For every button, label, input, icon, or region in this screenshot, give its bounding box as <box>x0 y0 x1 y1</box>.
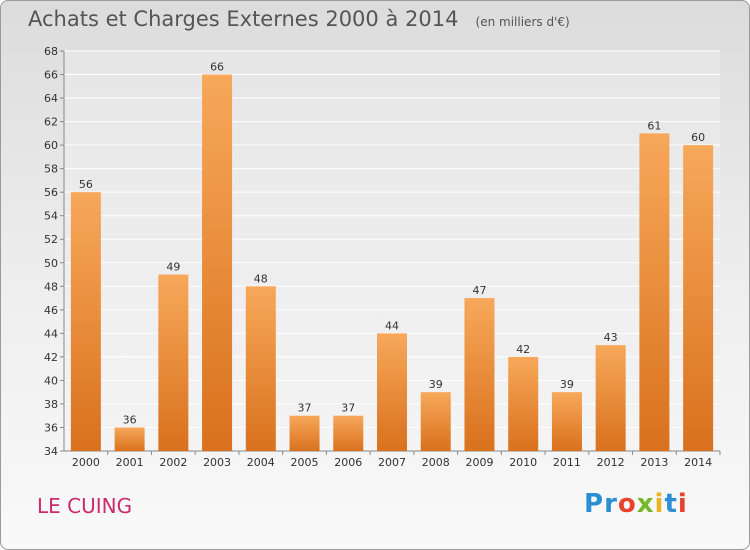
bar-value-label: 47 <box>472 284 486 297</box>
bar-value-label: 37 <box>298 402 312 415</box>
y-tick-label: 40 <box>44 374 58 387</box>
y-tick-label: 68 <box>44 45 58 58</box>
bar <box>245 286 276 451</box>
bar <box>70 192 101 452</box>
bar <box>202 74 233 451</box>
bar <box>289 415 320 451</box>
proxiti-logo: Proxiti <box>584 489 688 519</box>
y-tick-label: 48 <box>44 280 58 293</box>
bar <box>595 345 626 451</box>
y-tick-label: 56 <box>44 186 58 199</box>
y-tick-label: 42 <box>44 351 58 364</box>
bar-value-label: 39 <box>560 378 574 391</box>
x-tick-label: 2006 <box>334 456 362 469</box>
y-tick-label: 58 <box>44 163 58 176</box>
logo-letter: r <box>604 489 618 519</box>
bar-value-label: 36 <box>123 413 137 426</box>
x-tick-label: 2009 <box>465 456 493 469</box>
y-tick-label: 54 <box>44 210 58 223</box>
bar-value-label: 49 <box>166 261 180 274</box>
y-tick-label: 64 <box>44 92 58 105</box>
bar-value-label: 43 <box>604 331 618 344</box>
chart-unit: (en milliers d'€) <box>475 15 570 29</box>
x-tick-label: 2007 <box>378 456 406 469</box>
x-tick-label: 2003 <box>203 456 231 469</box>
x-tick-label: 2008 <box>422 456 450 469</box>
logo-letter: i <box>654 489 665 519</box>
logo-letter: P <box>584 489 605 519</box>
logo-letter: t <box>664 489 678 519</box>
bar <box>639 133 670 451</box>
bar <box>377 333 407 451</box>
y-tick-label: 66 <box>44 69 58 82</box>
x-tick-label: 2013 <box>640 456 668 469</box>
bar <box>508 356 539 451</box>
x-tick-label: 2010 <box>509 456 537 469</box>
bar-value-label: 37 <box>341 402 355 415</box>
place-name: LE CUING <box>37 494 133 518</box>
y-tick-label: 34 <box>44 445 58 458</box>
bar-value-label: 61 <box>647 119 661 132</box>
x-tick-label: 2005 <box>291 456 319 469</box>
y-tick-label: 46 <box>44 304 58 317</box>
bar <box>683 145 714 451</box>
y-tick-label: 50 <box>44 257 58 270</box>
x-tick-label: 2000 <box>72 456 100 469</box>
bar <box>551 392 582 451</box>
bar <box>464 298 495 451</box>
bar-value-label: 56 <box>79 178 93 191</box>
chart-title-block: Achats et Charges Externes 2000 à 2014 (… <box>28 7 570 31</box>
bar <box>333 415 364 451</box>
chart-title: Achats et Charges Externes 2000 à 2014 <box>28 7 459 31</box>
y-tick-label: 44 <box>44 327 58 340</box>
y-tick-label: 62 <box>44 116 58 129</box>
logo-letter: i <box>677 489 688 519</box>
bar <box>420 392 451 451</box>
x-tick-label: 2001 <box>116 456 144 469</box>
bar <box>158 274 189 451</box>
x-tick-label: 2011 <box>553 456 581 469</box>
bar-value-label: 44 <box>385 319 399 332</box>
x-tick-label: 2014 <box>684 456 712 469</box>
x-tick-label: 2004 <box>247 456 275 469</box>
logo-letter: o <box>617 489 637 519</box>
bar-value-label: 66 <box>210 61 224 74</box>
x-tick-label: 2012 <box>597 456 625 469</box>
bar-value-label: 39 <box>429 378 443 391</box>
bar-value-label: 42 <box>516 343 530 356</box>
bar <box>114 427 145 451</box>
x-tick-label: 2002 <box>159 456 187 469</box>
y-tick-label: 38 <box>44 398 58 411</box>
y-tick-label: 52 <box>44 233 58 246</box>
bar-value-label: 48 <box>254 272 268 285</box>
bar-value-label: 60 <box>691 131 705 144</box>
y-tick-label: 60 <box>44 139 58 152</box>
y-tick-label: 36 <box>44 421 58 434</box>
logo-letter: x <box>636 489 655 519</box>
